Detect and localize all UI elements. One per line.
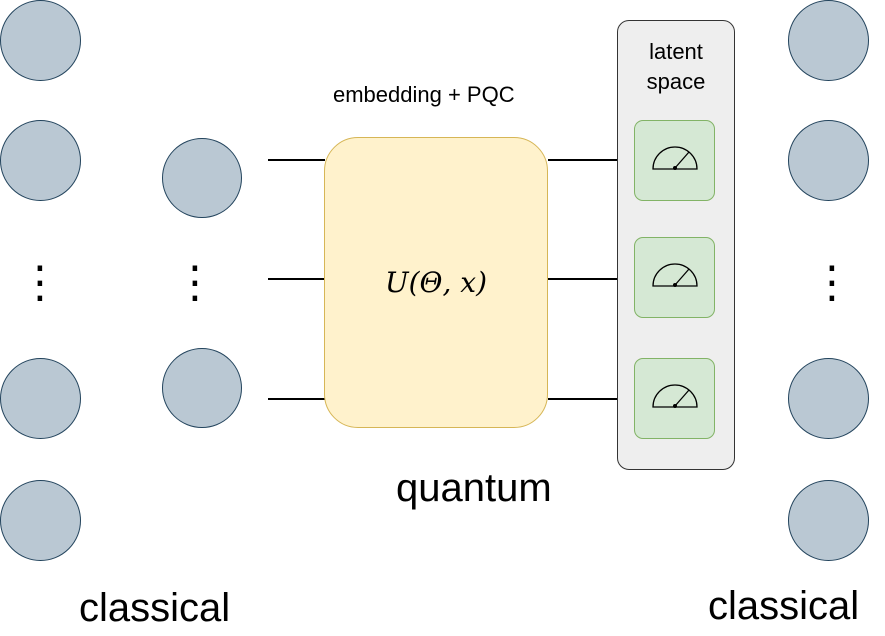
input-node-2: [0, 120, 81, 201]
meter-icon: [652, 146, 698, 170]
latent-title-line2: space: [646, 69, 706, 94]
input-ellipsis: ⋮: [18, 257, 62, 308]
measurement-box-3: [634, 358, 715, 439]
meter-icon: [652, 263, 698, 287]
classical-right-label: classical: [708, 584, 860, 628]
measurement-box-1: [634, 120, 715, 201]
output-wire-3: [548, 398, 635, 400]
output-node-2: [788, 120, 869, 201]
meter-icon: [652, 384, 698, 408]
hidden-node-1: [162, 138, 242, 218]
unitary-label: U(Θ, x): [385, 266, 487, 299]
input-wire-1: [268, 159, 325, 161]
output-ellipsis: ⋮: [810, 257, 854, 308]
latent-title-line1: latent: [649, 39, 703, 64]
input-node-1: [0, 0, 81, 81]
output-node-1: [788, 0, 869, 81]
unitary-block: U(Θ, x): [324, 137, 548, 428]
output-node-3: [788, 358, 869, 439]
quantum-label: quantum: [396, 466, 552, 510]
input-wire-3: [268, 398, 325, 400]
hidden-node-2: [162, 348, 242, 428]
hidden-ellipsis: ⋮: [173, 257, 217, 308]
output-node-4: [788, 480, 869, 561]
measurement-box-2: [634, 237, 715, 318]
input-node-4: [0, 480, 81, 561]
input-node-3: [0, 358, 81, 439]
input-wire-2: [268, 278, 325, 280]
output-wire-1: [548, 159, 635, 161]
classical-left-label: classical: [79, 586, 231, 630]
embedding-label: embedding + PQC: [333, 82, 515, 107]
output-wire-2: [548, 278, 635, 280]
